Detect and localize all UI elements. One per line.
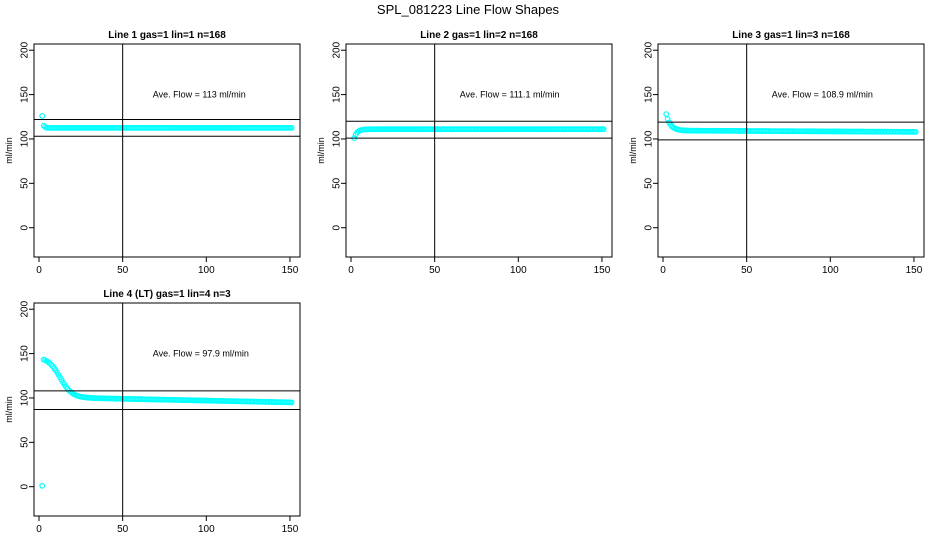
x-tick-label: 50 xyxy=(117,265,129,276)
average-flow-annotation: Ave. Flow = 111.1 ml/min xyxy=(460,89,560,99)
data-points xyxy=(351,126,607,141)
figure-title: SPL_081223 Line Flow Shapes xyxy=(377,2,560,17)
average-flow-annotation: Ave. Flow = 97.9 ml/min xyxy=(153,348,249,358)
y-tick-label: 150 xyxy=(20,86,31,103)
data-point xyxy=(39,482,46,489)
y-tick-label: 100 xyxy=(644,130,655,147)
y-tick-label: 100 xyxy=(20,130,31,147)
data-points xyxy=(39,112,295,131)
y-tick-label: 200 xyxy=(20,41,31,58)
y-tick-label: 50 xyxy=(644,177,655,189)
chart-panel-1: Line 1 gas=1 lin=1 n=168 0 50 100 150 0 50 100 1… xyxy=(4,30,301,276)
y-tick-label: 150 xyxy=(20,345,31,362)
average-flow-annotation: Ave. Flow = 113 ml/min xyxy=(153,89,246,99)
plot-frame xyxy=(657,43,925,258)
data-point xyxy=(288,124,295,131)
x-tick-label: 150 xyxy=(594,265,611,276)
y-tick-label: 200 xyxy=(332,41,343,58)
y-axis-label: ml/min xyxy=(628,137,638,164)
chart-panels: Line 1 gas=1 lin=1 n=168 0 50 100 150 0 50 100 1… xyxy=(4,30,925,535)
x-tick-label: 100 xyxy=(510,265,527,276)
plot-frame xyxy=(345,43,613,258)
y-tick-label: 200 xyxy=(644,41,655,58)
data-points xyxy=(663,111,919,135)
y-tick-label: 50 xyxy=(332,177,343,189)
chart-panel-2: Line 2 gas=1 lin=2 n=168 0 50 100 150 0 50 100 1… xyxy=(316,30,613,276)
x-tick-label: 50 xyxy=(429,265,441,276)
y-axis-label: ml/min xyxy=(316,137,326,164)
y-tick-label: 0 xyxy=(644,224,655,230)
panel-title: Line 1 gas=1 lin=1 n=168 xyxy=(108,30,226,41)
x-tick-label: 100 xyxy=(198,265,215,276)
x-tick-label: 150 xyxy=(906,265,923,276)
panel-title: Line 2 gas=1 lin=2 n=168 xyxy=(420,30,538,41)
x-tick-label: 0 xyxy=(660,265,666,276)
x-tick-label: 150 xyxy=(282,265,299,276)
y-tick-label: 0 xyxy=(332,224,343,230)
chart-panel-4: Line 4 (LT) gas=1 lin=4 n=3 0 50 100 150 0 50 1… xyxy=(4,289,301,535)
y-tick-label: 100 xyxy=(20,389,31,406)
y-tick-label: 200 xyxy=(20,300,31,317)
data-point xyxy=(39,112,46,119)
y-tick-label: 50 xyxy=(20,436,31,448)
data-points xyxy=(39,356,295,489)
y-tick-label: 50 xyxy=(20,177,31,189)
y-tick-label: 0 xyxy=(20,483,31,489)
x-tick-label: 0 xyxy=(36,265,42,276)
x-tick-label: 100 xyxy=(822,265,839,276)
x-tick-label: 0 xyxy=(348,265,354,276)
data-point xyxy=(288,399,295,406)
chart-panel-3: Line 3 gas=1 lin=3 n=168 0 50 100 150 0 50 100 1… xyxy=(628,30,925,276)
panel-title: Line 4 (LT) gas=1 lin=4 n=3 xyxy=(103,289,231,300)
x-tick-label: 0 xyxy=(36,524,42,535)
y-tick-label: 100 xyxy=(332,130,343,147)
x-tick-label: 150 xyxy=(282,524,299,535)
x-tick-label: 50 xyxy=(117,524,129,535)
data-point xyxy=(46,360,53,367)
panel-title: Line 3 gas=1 lin=3 n=168 xyxy=(732,30,850,41)
y-axis-label: ml/min xyxy=(4,396,14,423)
y-tick-label: 0 xyxy=(20,224,31,230)
x-tick-label: 50 xyxy=(741,265,753,276)
y-tick-label: 150 xyxy=(644,86,655,103)
data-point xyxy=(600,126,607,133)
data-point xyxy=(663,111,670,118)
y-tick-label: 150 xyxy=(332,86,343,103)
y-axis-label: ml/min xyxy=(4,137,14,164)
x-tick-label: 100 xyxy=(198,524,215,535)
average-flow-annotation: Ave. Flow = 108.9 ml/min xyxy=(772,89,873,99)
data-point xyxy=(912,128,919,135)
plot-frame xyxy=(33,43,301,258)
